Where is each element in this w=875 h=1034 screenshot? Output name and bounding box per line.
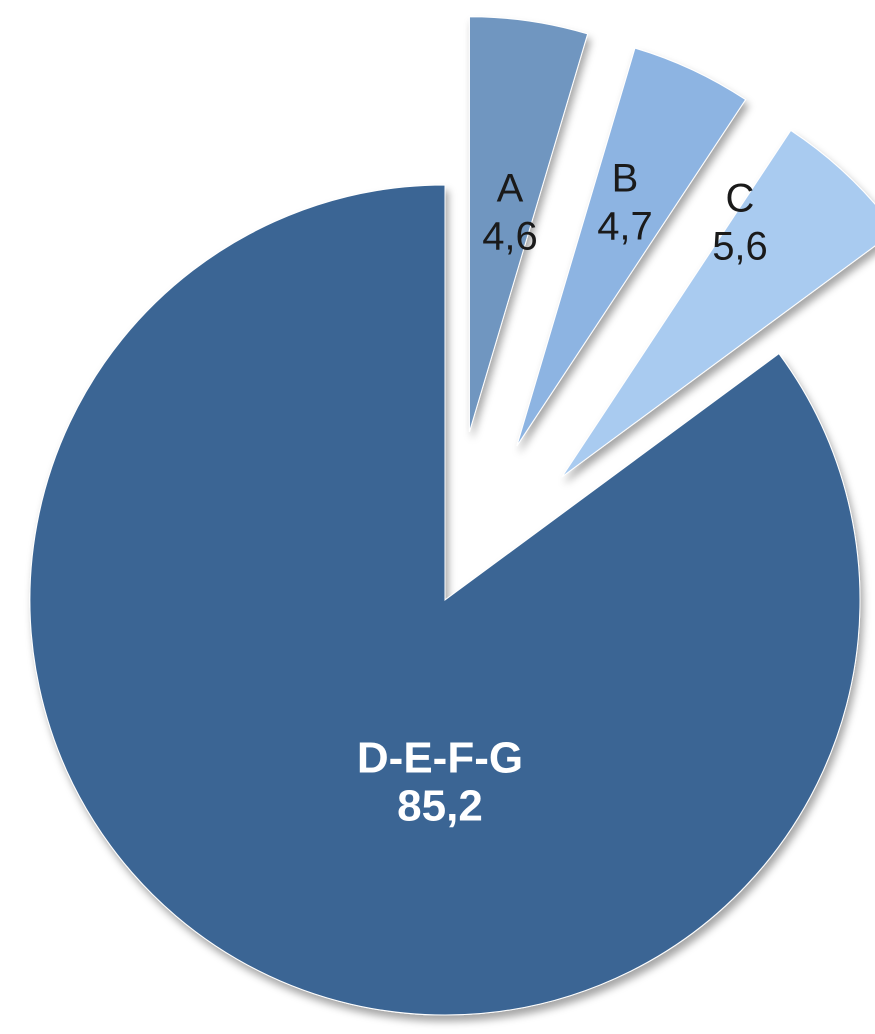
- slice-value-label: 4,6: [482, 215, 538, 259]
- slice-value-label: 85,2: [397, 782, 483, 831]
- slice-value-label: 5,6: [712, 225, 768, 269]
- slice-category: A: [497, 167, 524, 211]
- pie-slice: [561, 129, 875, 478]
- slice-category: C: [726, 177, 755, 221]
- slice-category: D-E-F-G: [357, 734, 523, 783]
- pie-slice: [516, 47, 747, 447]
- labels: A4,6 B4,7 C5,6 D-E-F-G85,2: [357, 157, 768, 831]
- slice-category: B: [612, 157, 639, 201]
- pie-slice: [29, 184, 861, 1016]
- pie-slice: [468, 16, 589, 432]
- pie: [29, 16, 875, 1016]
- slice-value-label: 4,7: [597, 205, 653, 249]
